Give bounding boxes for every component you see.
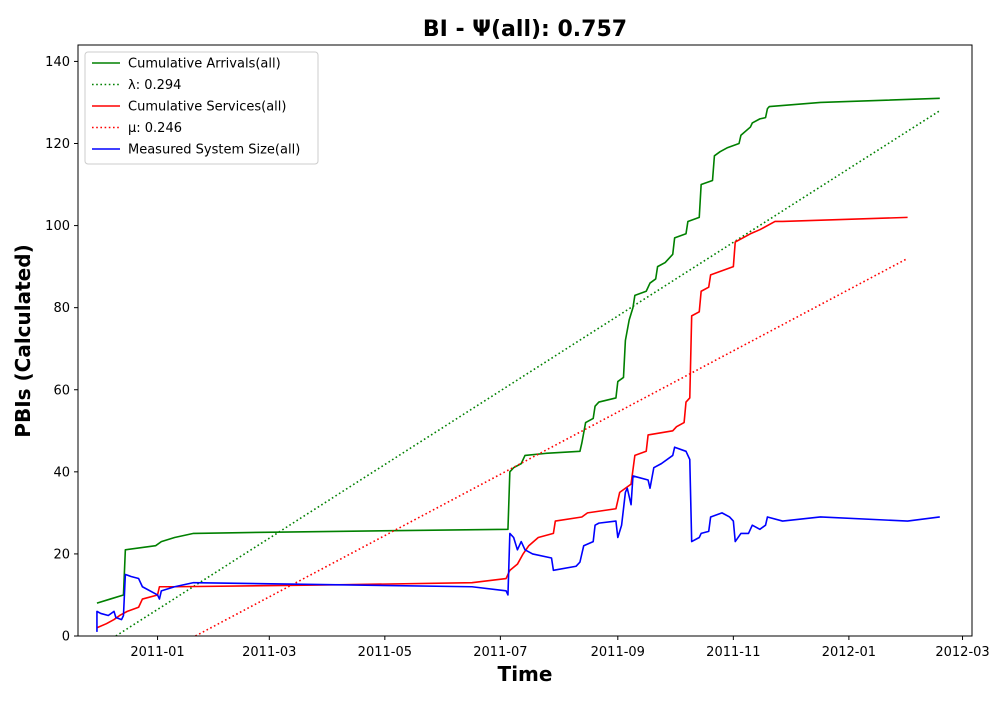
legend-label-measured-system-size-all: Measured System Size(all) xyxy=(128,143,300,158)
x-tick-label: 2011-03 xyxy=(242,645,296,660)
x-axis-label: Time xyxy=(498,662,553,686)
legend-label-0-294: λ: 0.294 xyxy=(128,78,181,93)
series-line-measured-system-size-all xyxy=(96,446,940,632)
legend-label-0-246: μ: 0.246 xyxy=(128,121,182,136)
plot-area xyxy=(96,97,941,636)
series-line-cumulative-arrivals-all xyxy=(96,97,940,604)
series-line-0-294 xyxy=(115,109,941,636)
plot-frame xyxy=(77,44,973,637)
y-tick-label: 0 xyxy=(62,630,70,645)
axes: 0 20 40 60 80 100 120 140 2011-01 2011-03 2011-05 2… xyxy=(45,44,990,660)
y-tick-label: 20 xyxy=(53,547,70,562)
y-tick-label: 60 xyxy=(53,383,70,398)
legend: Cumulative Arrivals(all) λ: 0.294 Cumulati… xyxy=(84,51,319,165)
y-tick-label: 40 xyxy=(53,465,70,480)
x-tick-label: 2011-11 xyxy=(706,645,760,660)
x-tick-label: 2012-01 xyxy=(822,645,876,660)
y-tick-label: 120 xyxy=(45,137,70,152)
chart-title: BI - Ψ(all): 0.757 xyxy=(423,17,627,42)
series-line-cumulative-services-all xyxy=(96,216,908,629)
x-tick-label: 2011-01 xyxy=(130,645,184,660)
y-tick-label: 80 xyxy=(53,301,70,316)
x-tick-label: 2011-05 xyxy=(358,645,412,660)
x-tick-label: 2011-07 xyxy=(473,645,527,660)
legend-box xyxy=(84,51,319,165)
legend-label-cumulative-arrivals-all: Cumulative Arrivals(all) xyxy=(128,57,281,72)
y-axis-label: PBIs (Calculated) xyxy=(11,244,35,437)
legend-label-cumulative-services-all: Cumulative Services(all) xyxy=(128,100,286,115)
y-tick-label: 140 xyxy=(45,55,70,70)
x-tick-label: 2012-03 xyxy=(935,645,989,660)
series-line-0-246 xyxy=(195,257,908,636)
y-tick-label: 100 xyxy=(45,219,70,234)
x-tick-label: 2011-09 xyxy=(591,645,645,660)
